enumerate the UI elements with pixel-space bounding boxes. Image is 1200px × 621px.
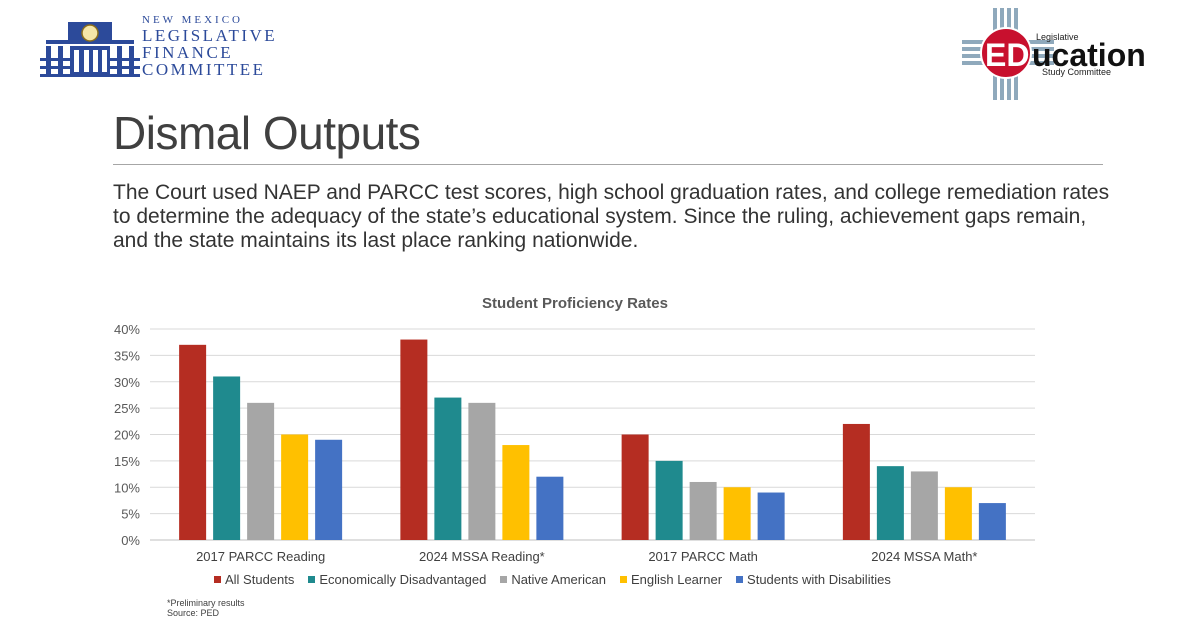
bar xyxy=(978,503,1006,540)
lfc-line4: COMMITTEE xyxy=(142,60,266,79)
page-title: Dismal Outputs xyxy=(113,107,421,159)
lesc-logo: ED ucation Legislative Study Committee xyxy=(962,8,1146,100)
y-tick-label: 30% xyxy=(114,375,140,390)
bar xyxy=(468,402,496,540)
legend-item: Economically Disadvantaged xyxy=(308,572,486,587)
y-tick-label: 5% xyxy=(121,507,140,522)
chart-legend: All Students Economically Disadvantaged Na… xyxy=(214,572,905,587)
footnote-source: Source: PED xyxy=(167,608,220,618)
y-tick-label: 0% xyxy=(121,533,140,548)
legend-swatch xyxy=(308,576,316,583)
bar xyxy=(689,481,717,540)
lfc-logo xyxy=(40,14,250,84)
bar xyxy=(281,434,309,540)
bar xyxy=(757,492,785,540)
lesc-ed-text: ED xyxy=(985,37,1029,73)
bar xyxy=(621,434,649,540)
y-tick-label: 40% xyxy=(114,322,140,337)
legend-label: Native American xyxy=(511,572,606,587)
y-tick-label: 15% xyxy=(114,454,140,469)
bar xyxy=(944,487,972,540)
x-category-label: 2024 MSSA Math* xyxy=(871,549,977,564)
legend-label: All Students xyxy=(225,572,295,587)
capitol-building-icon xyxy=(40,22,140,77)
y-tick-label: 10% xyxy=(114,480,140,495)
bar xyxy=(502,445,530,540)
bar xyxy=(247,402,275,540)
lfc-line1: NEW MEXICO xyxy=(142,14,243,26)
legend-item: Students with Disabilities xyxy=(736,572,891,587)
bar xyxy=(723,487,751,540)
legend-swatch xyxy=(736,576,744,583)
legend-item: Native American xyxy=(500,572,606,587)
lfc-line2: LEGISLATIVE xyxy=(142,26,278,45)
lesc-bottom-text: Study Committee xyxy=(1042,67,1111,77)
lfc-line3: FINANCE xyxy=(142,43,234,62)
bar xyxy=(179,344,207,540)
bar xyxy=(400,339,428,540)
bar xyxy=(876,466,904,540)
chart-title: Student Proficiency Rates xyxy=(482,295,668,312)
bar xyxy=(434,397,462,540)
proficiency-bar-chart: 0% 5% 10% 15% 20% 25% 30% 35% 40% 2017 PARCC Read… xyxy=(114,322,1035,564)
bar xyxy=(910,471,938,540)
x-category-label: 2017 PARCC Math xyxy=(648,549,758,564)
intro-paragraph: The Court used NAEP and PARCC test score… xyxy=(113,181,1110,252)
y-tick-label: 35% xyxy=(114,348,140,363)
bar xyxy=(315,439,343,540)
lesc-ucation-text: ucation xyxy=(1032,37,1146,73)
bar xyxy=(842,423,870,540)
title-divider xyxy=(113,164,1103,165)
legend-item: English Learner xyxy=(619,572,723,587)
lesc-top-text: Legislative xyxy=(1036,32,1079,42)
bar xyxy=(536,476,564,540)
legend-item: All Students xyxy=(214,572,294,587)
legend-swatch xyxy=(214,576,221,583)
bar xyxy=(213,376,241,540)
legend-swatch xyxy=(500,576,508,583)
legend-label: Economically Disadvantaged xyxy=(319,572,487,587)
x-category-label: 2017 PARCC Reading xyxy=(196,549,325,564)
footnote-preliminary: *Preliminary results xyxy=(167,598,245,608)
y-tick-label: 25% xyxy=(114,401,140,416)
legend-label: Students with Disabilities xyxy=(747,572,891,587)
lfc-logo-text: NEW MEXICO LEGISLATIVE FINANCE COMMITTEE xyxy=(142,14,277,78)
legend-swatch xyxy=(619,576,627,583)
footnote: *Preliminary results Source: PED xyxy=(167,598,245,618)
y-tick-label: 20% xyxy=(114,428,140,443)
bar xyxy=(655,460,683,540)
x-category-label: 2024 MSSA Reading* xyxy=(419,549,545,564)
legend-label: English Learner xyxy=(630,572,723,587)
